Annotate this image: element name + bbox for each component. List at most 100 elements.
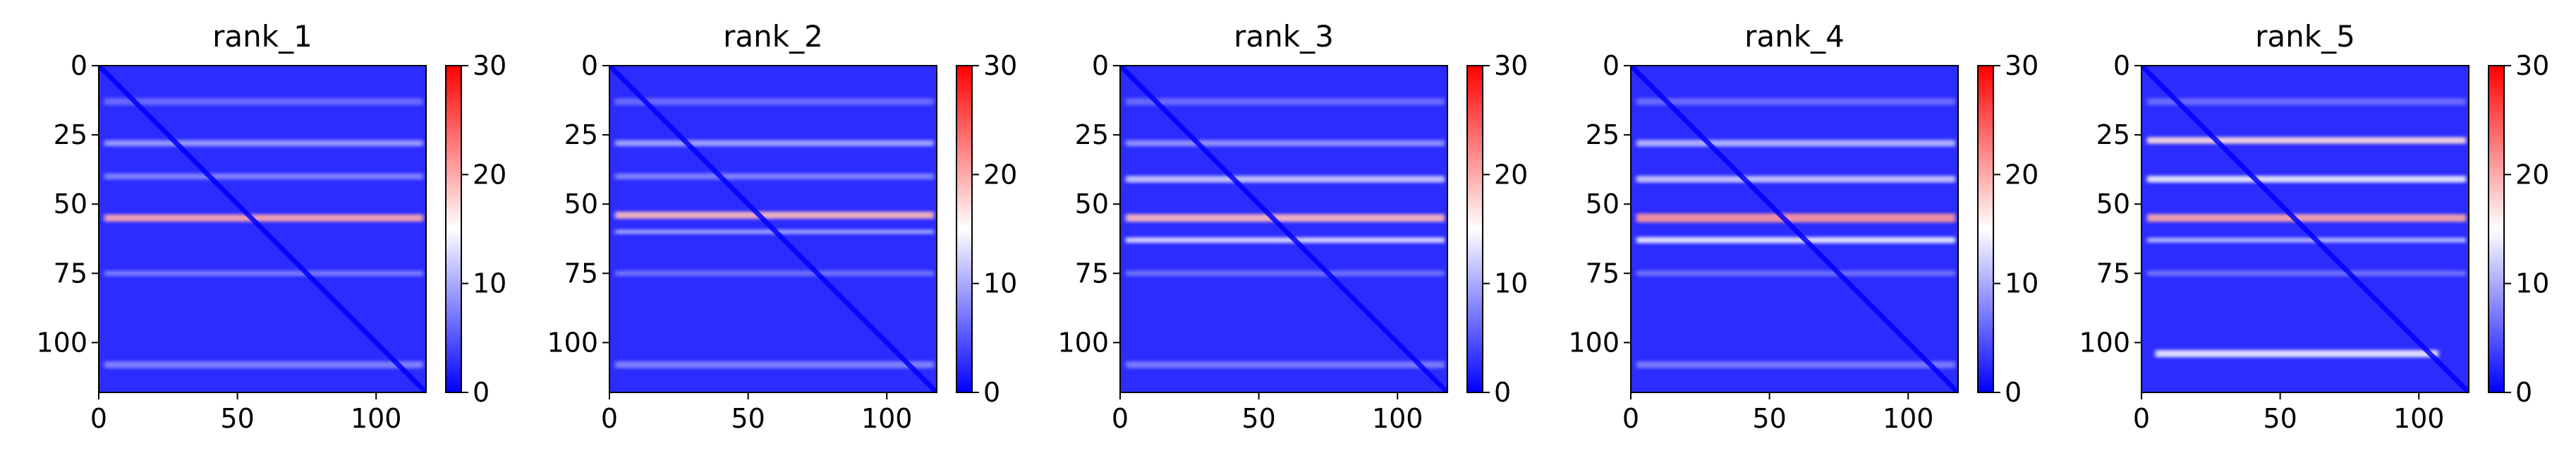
y-tick-label: 100 xyxy=(1057,327,1109,358)
heatmap-band xyxy=(1125,361,1445,368)
y-tick-label: 75 xyxy=(2096,258,2130,289)
heatmap-band xyxy=(1636,140,1956,147)
heatmap-diagonal xyxy=(609,66,937,392)
heatmap-band xyxy=(104,98,424,105)
axes-frame xyxy=(609,65,937,393)
colorbar-tick-label: 0 xyxy=(473,377,490,408)
colorbar-tick-label: 20 xyxy=(2515,159,2549,190)
colorbar-tick-label: 20 xyxy=(983,159,1017,190)
axes-frame xyxy=(1119,65,1448,393)
x-tick-label: 50 xyxy=(731,403,765,434)
colorbar-tick-label: 10 xyxy=(2005,268,2039,299)
colorbar-tick-label: 20 xyxy=(473,159,506,190)
heatmap-band xyxy=(104,361,424,368)
heatmap-band xyxy=(2146,98,2467,105)
y-tick-label: 100 xyxy=(36,327,87,358)
colorbar-frame xyxy=(1466,65,1483,393)
heatmap-panel: rank_1 0 50 100 0 25 50 75 100 0 10 20 30 xyxy=(36,19,506,434)
axes-frame xyxy=(2141,65,2469,393)
colorbar xyxy=(446,66,461,392)
colorbar-tick-label: 0 xyxy=(983,377,1000,408)
heatmap-panel: rank_5 0 50 100 0 25 50 75 100 0 10 20 30 xyxy=(2079,19,2549,434)
y-tick-label: 0 xyxy=(71,50,87,81)
heatmap-diagonal xyxy=(1120,66,1447,392)
heatmap-band xyxy=(2146,176,2467,183)
colorbar-tick-label: 30 xyxy=(983,50,1017,81)
x-tick-label: 50 xyxy=(1241,403,1275,434)
y-tick-label: 50 xyxy=(1586,188,1620,220)
x-tick-label: 100 xyxy=(1372,403,1423,434)
panel-title: rank_1 xyxy=(212,19,312,54)
heatmap-band xyxy=(614,140,935,147)
x-tick-label: 50 xyxy=(2263,403,2297,434)
y-tick-label: 25 xyxy=(1075,119,1109,150)
colorbar-frame xyxy=(2488,65,2505,393)
y-tick-label: 25 xyxy=(2096,119,2130,150)
colorbar xyxy=(1467,66,1483,392)
heatmap-band xyxy=(104,214,424,222)
y-tick-label: 25 xyxy=(1586,119,1620,150)
heatmap-band xyxy=(614,361,935,368)
colorbar-tick-label: 30 xyxy=(2515,50,2549,81)
y-tick-label: 100 xyxy=(2079,327,2130,358)
y-tick-label: 100 xyxy=(1568,327,1620,358)
heatmap-band xyxy=(1636,361,1956,368)
heatmap-band xyxy=(1125,140,1445,147)
heatmap-band xyxy=(1636,176,1956,183)
heatmap-band xyxy=(104,173,424,180)
heatmap-diagonal xyxy=(2141,66,2469,392)
colorbar-frame xyxy=(1977,65,1994,393)
y-tick-label: 0 xyxy=(2113,50,2130,81)
colorbar-tick-label: 30 xyxy=(473,50,506,81)
colorbar xyxy=(2489,66,2504,392)
heatmap-band xyxy=(2146,214,2467,222)
heatmap-band xyxy=(1125,176,1445,183)
x-tick-label: 0 xyxy=(1622,403,1639,434)
colorbar-tick-label: 0 xyxy=(2005,377,2022,408)
x-tick-label: 0 xyxy=(601,403,618,434)
colorbar-frame xyxy=(445,65,462,393)
heatmap-band xyxy=(1125,98,1445,105)
x-tick-label: 0 xyxy=(1112,403,1129,434)
heatmap-band xyxy=(1125,237,1445,243)
y-tick-label: 75 xyxy=(54,258,87,289)
heatmap-band xyxy=(1636,98,1956,105)
heatmap-band xyxy=(1636,236,1956,243)
colorbar xyxy=(956,66,972,392)
heatmap-band xyxy=(2155,349,2438,358)
colorbar-tick-label: 0 xyxy=(2515,377,2532,408)
x-tick-label: 100 xyxy=(1883,403,1934,434)
y-tick-label: 25 xyxy=(54,119,87,150)
heatmap-band xyxy=(614,98,935,105)
y-tick-label: 75 xyxy=(564,258,598,289)
x-tick-label: 0 xyxy=(2133,403,2150,434)
colorbar-tick-label: 0 xyxy=(1494,377,1511,408)
colorbar-tick-label: 30 xyxy=(1494,50,1528,81)
y-tick-label: 0 xyxy=(1603,50,1620,81)
y-tick-label: 75 xyxy=(1586,258,1620,289)
heatmap-band xyxy=(104,270,424,277)
heatmap-panel: rank_2 0 50 100 0 25 50 75 100 0 10 20 30 xyxy=(547,19,1017,434)
colorbar-tick-label: 20 xyxy=(1494,159,1528,190)
heatmap-band xyxy=(2146,270,2467,277)
x-tick-label: 50 xyxy=(1752,403,1786,434)
colorbar-tick-label: 10 xyxy=(1494,268,1528,299)
heatmap-panel: rank_4 0 50 100 0 25 50 75 100 0 10 20 30 xyxy=(1568,19,2039,434)
heatmap-band xyxy=(614,211,935,219)
x-tick-label: 0 xyxy=(90,403,107,434)
y-tick-label: 50 xyxy=(564,188,598,220)
y-tick-label: 50 xyxy=(54,188,87,220)
y-tick-label: 100 xyxy=(547,327,598,358)
panel-title: rank_5 xyxy=(2255,19,2355,54)
heatmap-band xyxy=(1125,270,1445,277)
colorbar-tick-label: 10 xyxy=(983,268,1017,299)
heatmap-band xyxy=(614,270,935,277)
heatmap-band xyxy=(1636,213,1956,223)
y-tick-label: 0 xyxy=(1092,50,1109,81)
heatmap-panel: rank_3 0 50 100 0 25 50 75 100 0 10 20 30 xyxy=(1057,19,1528,434)
x-tick-label: 50 xyxy=(220,403,254,434)
axes-frame xyxy=(98,65,427,393)
panel-title: rank_3 xyxy=(1234,19,1334,54)
panel-title: rank_2 xyxy=(723,19,823,54)
